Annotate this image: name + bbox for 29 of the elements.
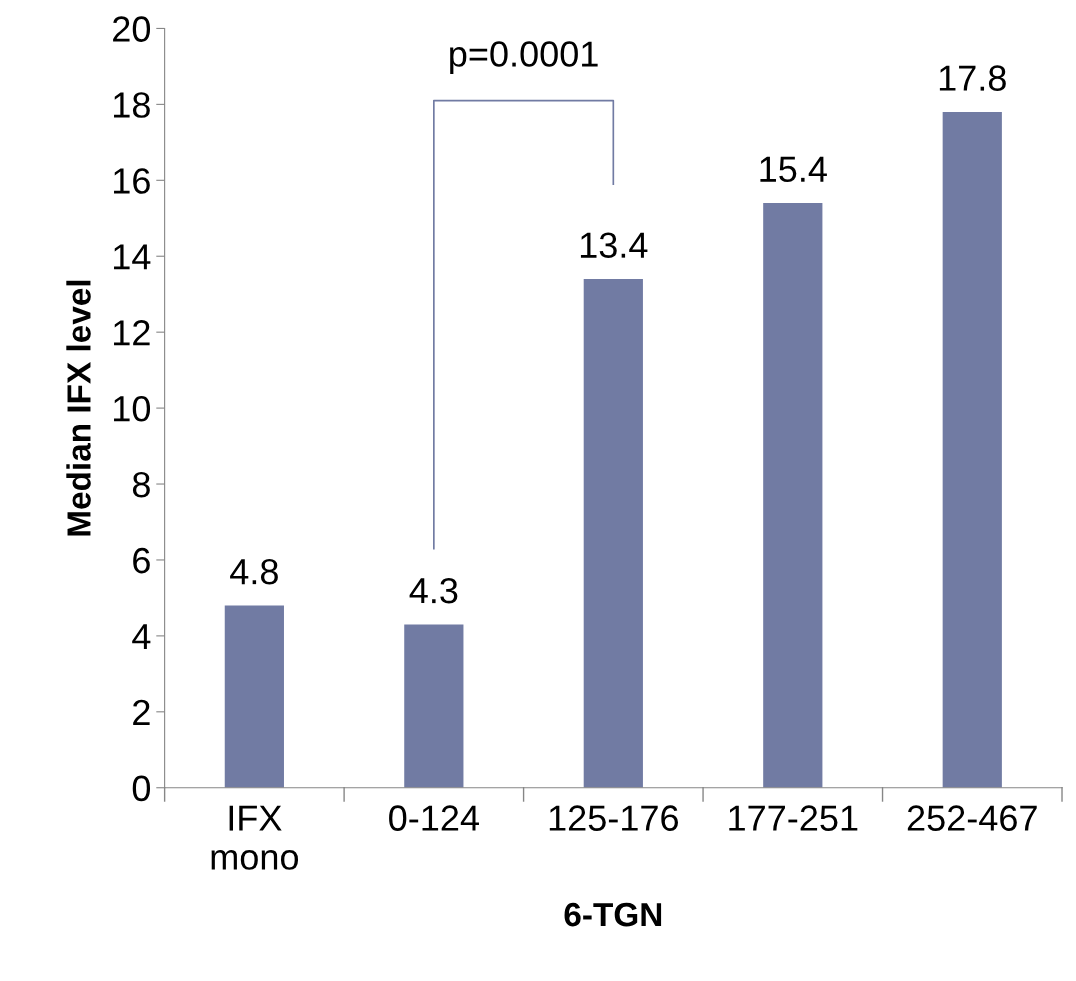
- y-tick-label: 12: [114, 320, 150, 346]
- y-tick-label: 10: [114, 395, 151, 422]
- x-tick-label: 0-124: [389, 805, 479, 831]
- bar: [404, 624, 464, 788]
- y-tick-label: 16: [114, 168, 150, 194]
- y-axis-title: Median IFX level: [66, 280, 91, 536]
- bar: [942, 111, 1002, 788]
- y-tick-label: 2: [133, 699, 150, 725]
- data-label: 17.8: [939, 65, 1006, 91]
- bar: [224, 605, 284, 788]
- data-label: 4.3: [409, 577, 458, 604]
- data-label: 15.4: [760, 156, 827, 183]
- y-tick-label: 8: [132, 471, 150, 498]
- y-tick-label: 20: [113, 16, 151, 42]
- y-tick-label: 6: [133, 547, 150, 574]
- bar: [583, 279, 643, 788]
- x-axis-title: 6-TGN: [564, 902, 662, 927]
- x-tick-label: 252-467: [907, 805, 1037, 831]
- y-tick-label: 0: [132, 775, 151, 802]
- bar: [763, 203, 823, 788]
- y-tick-label: 4: [132, 624, 151, 649]
- annotation: p=0.0001: [450, 41, 598, 75]
- data-label: 4.8: [230, 558, 278, 585]
- x-tick-label: IFX mono: [211, 805, 299, 870]
- data-label: 13.4: [580, 232, 648, 258]
- y-tick-label: 14: [114, 244, 151, 270]
- x-tick-label: 177-251: [729, 805, 858, 831]
- y-tick-label: 18: [114, 92, 150, 118]
- x-tick-label: 125-176: [549, 805, 678, 831]
